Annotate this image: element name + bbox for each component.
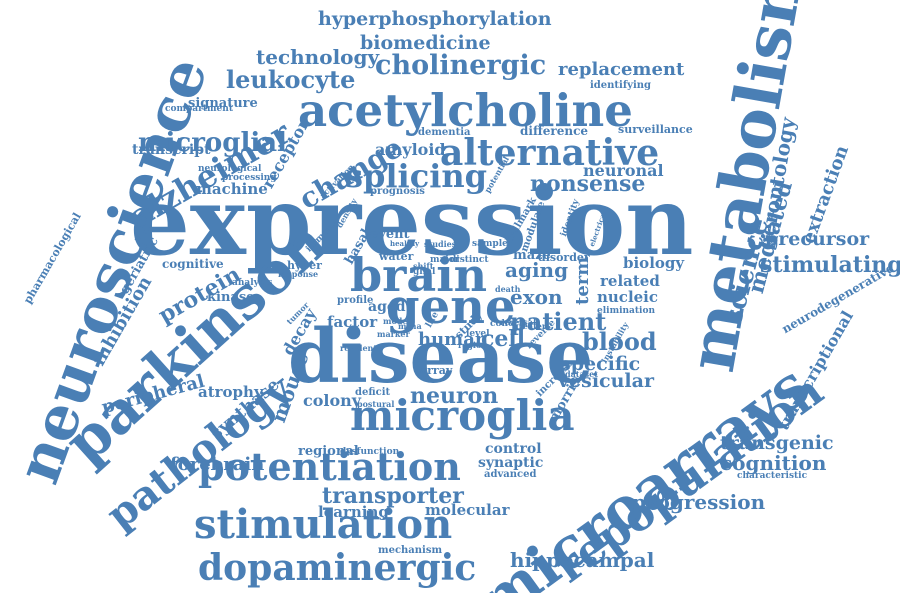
word-cholinergic: cholinergic: [375, 52, 546, 79]
word-difference: difference: [520, 125, 588, 137]
word-aged: aged: [368, 300, 406, 314]
word-neuronal: neuronal: [583, 163, 664, 179]
word-replacement: replacement: [558, 61, 684, 79]
word-response: response: [278, 270, 318, 278]
word-postural: postural: [357, 400, 394, 408]
word-array: array: [420, 365, 452, 376]
word-healthy: healthy: [390, 240, 419, 247]
word-death: death: [495, 285, 520, 293]
word-identifying: identifying: [590, 81, 651, 91]
word-leukocyte: leukocyte: [226, 68, 355, 92]
word-elimination: elimination: [597, 307, 655, 316]
word-mrna: mrna: [398, 322, 422, 330]
word-machine: machine: [196, 182, 268, 197]
word-precursor: precursor: [765, 230, 869, 249]
word-surveillance: surveillance: [618, 124, 693, 135]
word-molecular: molecular: [425, 503, 509, 518]
word-dysfunction: dysfunction: [340, 448, 399, 457]
word-nucleic: nucleic: [597, 290, 658, 305]
word-advanced: advanced: [484, 470, 536, 480]
word-progression: progression: [632, 492, 765, 512]
word-characteristic: characteristic: [737, 472, 807, 481]
word-cognitive: cognitive: [162, 258, 224, 270]
word-neuron: neuron: [410, 385, 498, 407]
word-analysis: analysis: [232, 279, 272, 288]
word-studies: studies: [424, 240, 456, 248]
word-greater: greater: [513, 322, 546, 330]
word-biology: biology: [623, 256, 684, 271]
word-cognition: cognition: [720, 453, 826, 473]
word-kinase: kinase: [207, 291, 254, 304]
word-amyloid: amyloid: [375, 142, 446, 158]
word-dataset: dataset: [565, 370, 598, 378]
word-mechanism: mechanism: [378, 546, 442, 556]
word-hippocampal: hippocampal: [510, 550, 654, 570]
word-synaptic: synaptic: [478, 456, 543, 470]
word-transcript: transcript: [132, 143, 210, 157]
word-control: control: [485, 442, 542, 456]
word-water: water: [379, 251, 413, 262]
word-learning: learning: [318, 505, 389, 520]
word-prognosis: prognosis: [370, 187, 425, 197]
word-colony: colony: [303, 393, 361, 409]
word-level: level: [466, 330, 490, 339]
word-region: region: [458, 341, 487, 349]
word-hyperphosphorylation: hyperphosphorylation: [318, 10, 552, 29]
word-processing: processing: [222, 174, 277, 183]
word-forebrain: forebrain: [170, 456, 264, 474]
word-disorder: disorder: [538, 252, 590, 263]
word-distinct: distinct: [450, 256, 489, 265]
word-deficit: deficit: [355, 388, 390, 398]
word-profile: profile: [337, 296, 373, 306]
word-marker: marker: [377, 330, 410, 338]
word-factor: factor: [327, 315, 377, 330]
word-resident: resident: [340, 344, 377, 352]
word-biomedicine: biomedicine: [360, 34, 491, 53]
word-compartment: compartment: [165, 105, 233, 114]
word-dementia: dementia: [418, 128, 470, 138]
word-related: related: [600, 274, 660, 289]
word-sample: sample: [472, 240, 508, 249]
